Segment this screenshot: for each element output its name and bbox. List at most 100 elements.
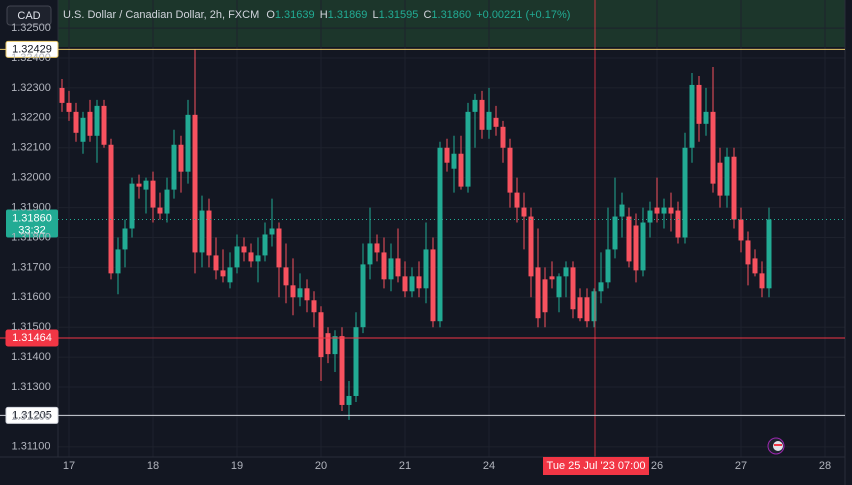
candle-body xyxy=(416,276,422,289)
candle-body xyxy=(234,246,240,268)
candle-body xyxy=(507,147,513,193)
y-tick-label: 1.32100 xyxy=(11,142,51,154)
candle-body xyxy=(437,147,443,322)
symbol-button-label[interactable]: CAD xyxy=(17,10,40,22)
candle-body xyxy=(514,192,520,208)
candle-body xyxy=(360,264,366,328)
candle-body xyxy=(647,210,653,223)
x-tick-label: 28 xyxy=(819,460,831,472)
candle-body xyxy=(367,243,373,265)
candle-body xyxy=(675,210,681,238)
candle-body xyxy=(346,395,352,405)
candle-body xyxy=(703,111,709,124)
legend-value: 1.31595 xyxy=(379,9,419,21)
current-price-box xyxy=(6,209,58,238)
candle-body xyxy=(528,216,534,277)
y-tick-label: 1.31800 xyxy=(11,231,51,243)
legend-value: 1.31860 xyxy=(431,9,471,21)
y-tick-label: 1.32300 xyxy=(11,82,51,94)
legend-value: 1.31869 xyxy=(328,9,368,21)
y-tick-label: 1.32500 xyxy=(11,22,51,34)
countdown-label: 33:32 xyxy=(18,224,46,236)
y-tick-label: 1.31700 xyxy=(11,261,51,273)
candle-body xyxy=(395,258,401,277)
candle-body xyxy=(150,180,156,208)
candle-body xyxy=(402,276,408,292)
candle-body xyxy=(717,162,723,196)
x-tick-label: 21 xyxy=(399,460,411,472)
current-price-label: 1.31860 xyxy=(12,212,52,224)
candle-body xyxy=(577,297,583,319)
candle-body xyxy=(101,105,107,145)
candle-body xyxy=(374,243,380,253)
candle-body xyxy=(388,258,394,280)
y-tick-label: 1.31300 xyxy=(11,381,51,393)
candle-body xyxy=(542,279,548,313)
candle-body xyxy=(766,219,772,289)
candle-body xyxy=(759,273,765,289)
candle-body xyxy=(458,153,464,187)
candle-body xyxy=(262,234,268,256)
y-tick-label: 1.31100 xyxy=(12,441,51,453)
candle-body xyxy=(486,111,492,130)
candle-body xyxy=(164,189,170,214)
candle-body xyxy=(752,258,758,274)
x-tick-label: 26 xyxy=(651,460,663,472)
candle-body xyxy=(339,336,345,405)
candle-body xyxy=(570,267,576,310)
candle-body xyxy=(689,84,695,148)
y-tick-label: 1.31900 xyxy=(11,201,51,213)
candle-body xyxy=(220,270,226,277)
y-tick-label: 1.31600 xyxy=(11,291,51,303)
candle-body xyxy=(661,207,667,214)
candle-body xyxy=(143,180,149,190)
candle-body xyxy=(430,249,436,322)
price-line-box xyxy=(5,40,59,58)
candle-body xyxy=(612,216,618,250)
candle-body xyxy=(591,291,597,322)
candle-body xyxy=(605,249,611,283)
candle-body xyxy=(563,267,569,277)
candle-body xyxy=(535,267,541,319)
crosshair-time-label: Tue 25 Jul '23 07:00 xyxy=(547,460,646,472)
legend-key: H xyxy=(320,9,328,21)
candle-body xyxy=(115,249,121,274)
candle-body xyxy=(696,84,702,124)
candle-body xyxy=(318,312,324,358)
candle-body xyxy=(255,255,261,262)
legend-key: C xyxy=(423,9,431,21)
candle-body xyxy=(626,216,632,262)
candle-body xyxy=(199,210,205,253)
symbol-button[interactable] xyxy=(6,5,52,26)
candle-body xyxy=(297,288,303,298)
y-tick-label: 1.31400 xyxy=(11,351,51,363)
candle-body xyxy=(80,117,86,142)
candle-body xyxy=(241,246,247,253)
candle-body xyxy=(521,207,527,217)
legend: U.S. Dollar / Canadian Dollar, 2h, FXCM … xyxy=(63,9,570,21)
candle-body xyxy=(332,336,338,355)
candle-body xyxy=(493,117,499,127)
price-line-box xyxy=(5,406,59,424)
candle-body xyxy=(136,183,142,187)
candle-body xyxy=(444,147,450,163)
candle-body xyxy=(206,210,212,256)
candle-body xyxy=(409,276,415,292)
candle-body xyxy=(465,111,471,187)
x-tick-label: 17 xyxy=(63,460,75,472)
candle-body xyxy=(556,276,562,298)
candle-body xyxy=(633,225,639,271)
candle-body xyxy=(276,228,282,268)
candle-body xyxy=(283,267,289,286)
candle-body xyxy=(227,267,233,283)
candle-body xyxy=(549,276,555,280)
y-tick-label: 1.31500 xyxy=(11,321,51,333)
candle-body xyxy=(710,111,716,184)
candle-body xyxy=(185,114,191,172)
candle-body xyxy=(745,240,751,265)
y-tick-label: 1.31200 xyxy=(11,411,51,423)
legend-key: O xyxy=(266,9,275,21)
candle-body xyxy=(129,183,135,229)
